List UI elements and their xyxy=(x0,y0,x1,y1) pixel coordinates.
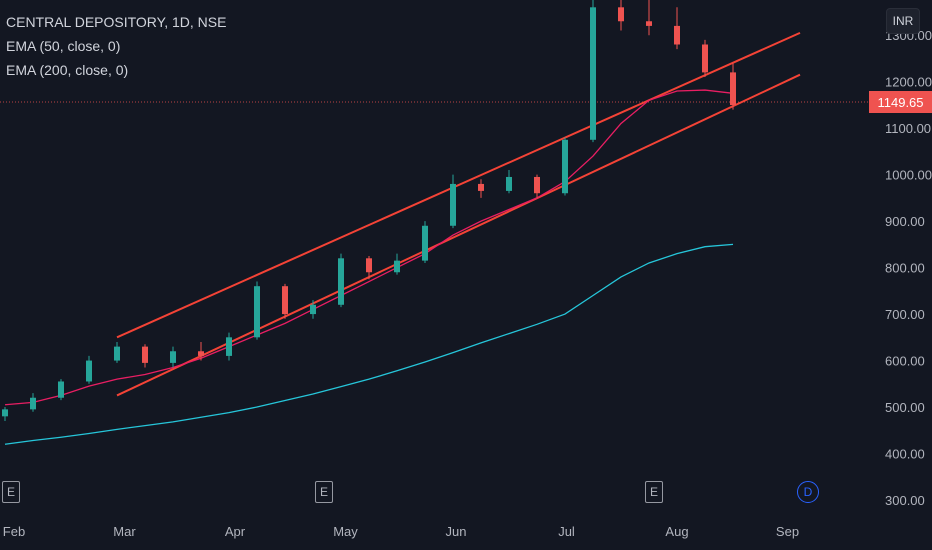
candle-body xyxy=(58,381,64,398)
x-axis: Feb Mar Apr May Jun Jul Aug Sep xyxy=(3,524,799,539)
y-tick-label: 600.00 xyxy=(885,354,925,369)
candle-body xyxy=(730,72,736,106)
candle-body xyxy=(114,346,120,361)
ema200-line xyxy=(4,243,734,445)
ema50-line xyxy=(4,89,734,406)
x-tick-label: Feb xyxy=(3,524,25,539)
y-tick-label: 400.00 xyxy=(885,447,925,462)
candle-body xyxy=(506,176,512,191)
y-tick-label: 1200.00 xyxy=(885,75,932,90)
y-tick-label: 1000.00 xyxy=(885,168,932,183)
candle-body xyxy=(478,183,484,191)
candle-body xyxy=(562,139,568,194)
y-tick-label: 800.00 xyxy=(885,261,925,276)
candle-body xyxy=(450,183,456,226)
y-tick-label: 900.00 xyxy=(885,214,925,229)
x-tick-label: Apr xyxy=(225,524,246,539)
x-tick-label: Jun xyxy=(446,524,467,539)
candle-body xyxy=(310,304,316,315)
candle-body xyxy=(366,258,372,273)
legend-symbol[interactable]: CENTRAL DEPOSITORY, 1D, NSE xyxy=(6,14,227,30)
candle-body xyxy=(254,286,260,338)
earnings-marker-2[interactable]: E xyxy=(315,481,333,503)
legend: CENTRAL DEPOSITORY, 1D, NSE EMA (50, clo… xyxy=(6,10,226,82)
y-tick-label: 1100.00 xyxy=(885,121,931,136)
y-axis: 300.00 400.00 500.00 600.00 700.00 800.00 900.… xyxy=(885,28,932,508)
legend-ema200[interactable]: EMA (200, close, 0) xyxy=(6,62,129,78)
x-tick-label: Sep xyxy=(776,524,799,539)
candle-body xyxy=(282,286,288,315)
dividend-marker[interactable]: D xyxy=(797,481,819,503)
channel-upper-line[interactable] xyxy=(116,31,801,339)
y-tick-label: 700.00 xyxy=(885,307,925,322)
candle-body xyxy=(170,351,176,363)
candle-body xyxy=(338,258,344,305)
x-tick-label: Jul xyxy=(558,524,575,539)
candle-body xyxy=(226,337,232,356)
earnings-marker-1[interactable]: E xyxy=(2,481,20,503)
candle-body xyxy=(590,7,596,140)
x-tick-label: Mar xyxy=(113,524,136,539)
candle-body xyxy=(618,7,624,22)
currency-badge[interactable]: INR xyxy=(886,8,920,34)
candle-body xyxy=(394,260,400,273)
candle-body xyxy=(646,21,652,26)
candle-body xyxy=(86,360,92,382)
x-tick-label: May xyxy=(333,524,358,539)
candle-body xyxy=(142,346,148,363)
candle-body xyxy=(702,44,708,73)
ema-lines xyxy=(4,89,734,445)
earnings-marker-3[interactable]: E xyxy=(645,481,663,503)
candle-body xyxy=(2,409,8,417)
last-price-tag: 1149.65 xyxy=(869,91,932,113)
y-tick-label: 300.00 xyxy=(885,493,925,508)
y-tick-label: 500.00 xyxy=(885,400,925,415)
candle-body xyxy=(674,25,680,45)
candle-body xyxy=(534,176,540,194)
candlesticks xyxy=(2,0,736,421)
candle-body xyxy=(198,351,204,356)
legend-ema50[interactable]: EMA (50, close, 0) xyxy=(6,38,121,54)
candle-body xyxy=(422,225,428,261)
x-tick-label: Aug xyxy=(665,524,688,539)
candle-body xyxy=(30,397,36,410)
